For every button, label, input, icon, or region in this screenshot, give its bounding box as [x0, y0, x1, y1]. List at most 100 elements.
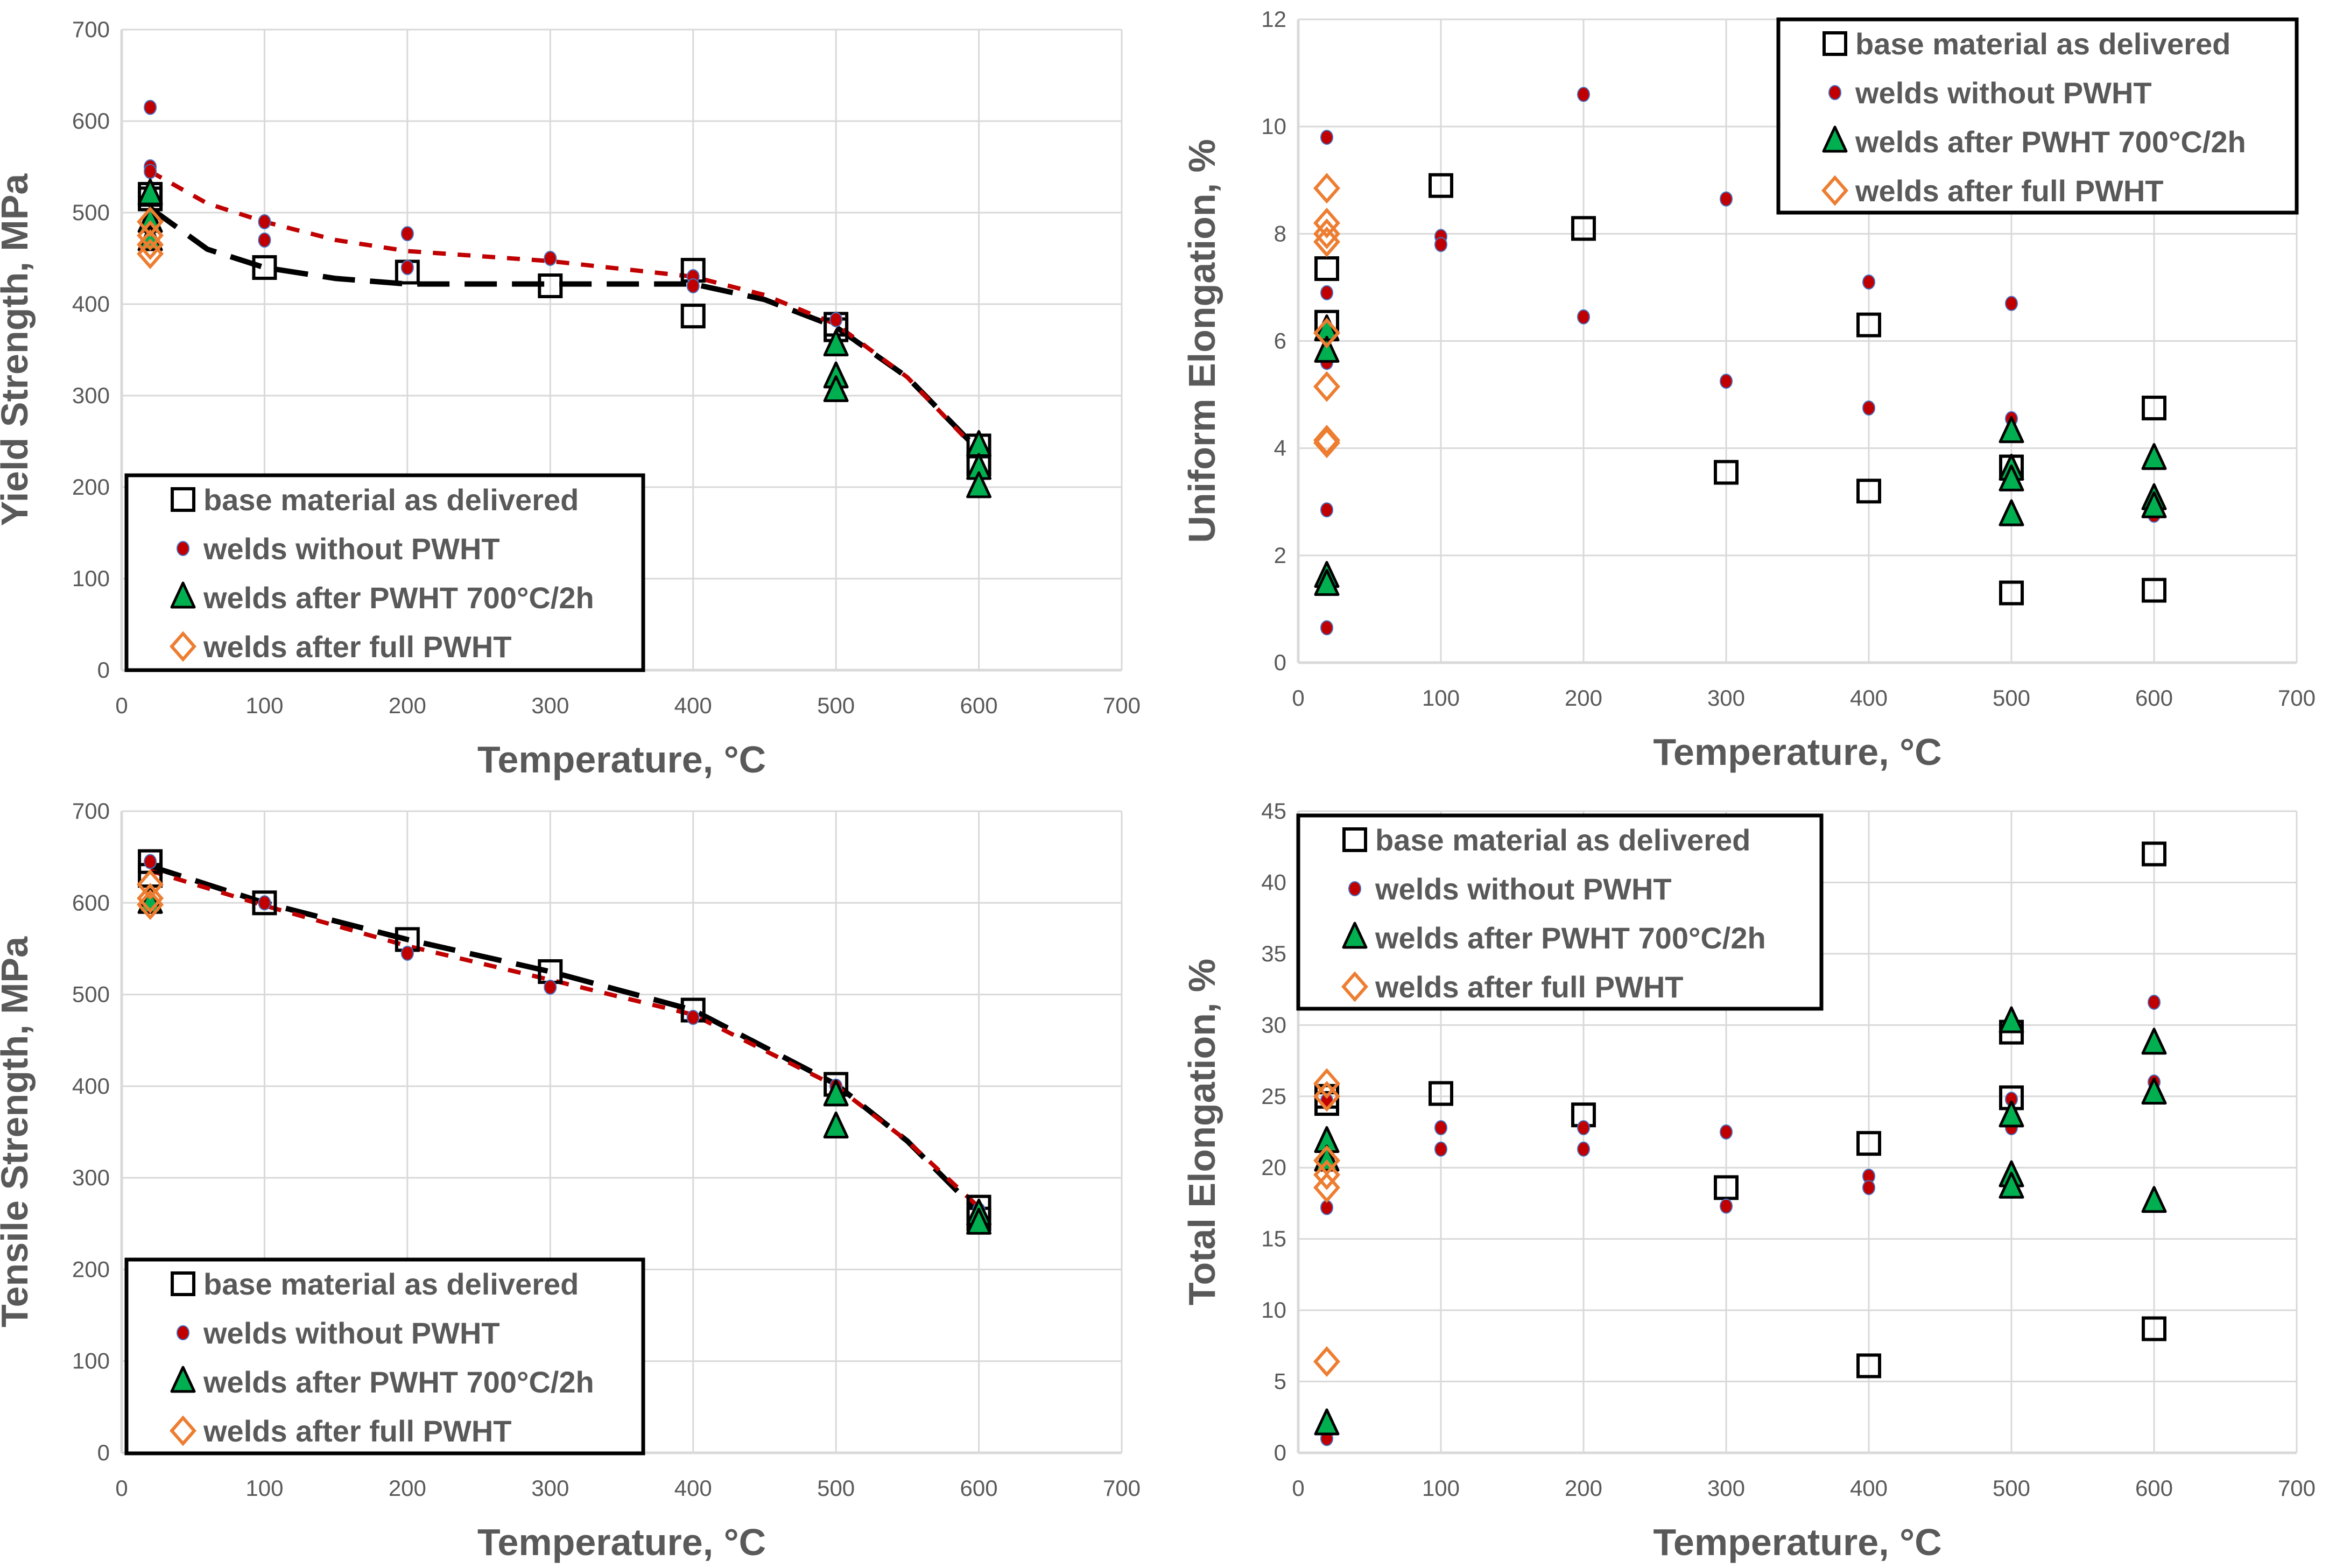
series-welds-full-pwht	[137, 206, 164, 270]
marker-welds-without-pwht	[2005, 296, 2018, 311]
marker-welds-full-pwht	[137, 889, 164, 920]
x-tick-label: 200	[1565, 685, 1602, 711]
x-tick-label: 100	[1422, 685, 1460, 711]
marker-welds-pwht-700	[2141, 1186, 2167, 1213]
legend-marker-base-material-icon	[171, 487, 195, 512]
y-tick-label: 0	[1274, 1440, 1286, 1465]
marker-base-material	[1571, 216, 1596, 241]
marker-welds-pwht-700	[1999, 499, 2024, 526]
x-tick-label: 600	[960, 1475, 998, 1501]
marker-welds-full-pwht	[137, 883, 164, 914]
legend-label: base material as delivered	[1375, 823, 1750, 857]
y-tick-label: 5	[1274, 1369, 1286, 1394]
marker-base-material	[1429, 173, 1453, 198]
legend-box	[1296, 813, 1824, 1011]
marker-welds-without-pwht	[1434, 1120, 1447, 1136]
y-tick-label: 0	[97, 1440, 110, 1465]
legend-label: base material as delivered	[1855, 27, 2231, 61]
marker-welds-full-pwht	[1313, 1172, 1340, 1203]
marker-welds-without-pwht	[1434, 1141, 1447, 1157]
y-tick-label: 0	[97, 657, 110, 683]
x-tick-label: 500	[1993, 685, 2030, 711]
marker-welds-without-pwht	[400, 945, 414, 961]
y-axis-title: Uniform Elongation, %	[1181, 139, 1223, 543]
y-tick-label: 500	[72, 982, 110, 1007]
marker-base-material	[2142, 1316, 2166, 1341]
legend-marker-welds-full-pwht-icon	[1341, 971, 1368, 1002]
marker-welds-without-pwht	[258, 214, 271, 229]
legend-marker-welds-without-pwht-icon	[1828, 85, 1841, 100]
marker-base-material	[538, 273, 563, 298]
legend-marker-welds-full-pwht-icon	[170, 631, 196, 662]
marker-welds-pwht-700	[823, 375, 849, 402]
marker-welds-without-pwht	[686, 1010, 700, 1025]
x-tick-label: 600	[2135, 685, 2173, 711]
marker-welds-without-pwht	[1862, 1180, 1875, 1196]
legend-label: welds after PWHT 700°C/2h	[203, 1365, 594, 1399]
x-tick-label: 400	[1850, 685, 1888, 711]
marker-base-material	[1314, 256, 1339, 282]
marker-welds-pwht-700	[1314, 335, 1340, 363]
x-tick-label: 500	[1993, 1475, 2030, 1501]
y-tick-label: 2	[1274, 543, 1286, 568]
y-tick-label: 20	[1261, 1155, 1286, 1180]
marker-welds-full-pwht	[137, 220, 164, 251]
y-tick-label: 400	[72, 1073, 110, 1099]
legend-label: base material as delivered	[203, 1267, 579, 1301]
marker-welds-without-pwht	[686, 278, 700, 293]
y-axis-title: Yield Strength, MPa	[0, 173, 36, 526]
marker-base-material	[2142, 841, 2166, 867]
marker-welds-pwht-700	[2141, 1077, 2167, 1105]
marker-base-material	[1714, 1175, 1739, 1200]
legend-label: welds after PWHT 700°C/2h	[1375, 921, 1766, 955]
marker-welds-pwht-700	[823, 1111, 849, 1138]
trendline	[149, 868, 981, 1209]
marker-welds-full-pwht	[1313, 425, 1340, 456]
y-tick-label: 0	[1274, 650, 1286, 675]
trendline	[149, 206, 981, 453]
trendline	[149, 863, 981, 1215]
marker-welds-full-pwht	[1313, 173, 1340, 204]
x-tick-label: 300	[531, 693, 569, 718]
marker-welds-without-pwht	[1320, 130, 1333, 145]
legend-label: welds without PWHT	[203, 1316, 500, 1350]
x-tick-label: 300	[1707, 1475, 1745, 1501]
series-base-material	[1314, 173, 2166, 606]
uniform-elongation-chart: 0 2 4 6 8 10 12 0 100 200 300 400 500 600 700 Temperatu…	[1181, 6, 2316, 773]
legend: base material as delivered welds without …	[124, 473, 645, 672]
y-tick-label: 100	[72, 566, 110, 591]
marker-welds-without-pwht	[1577, 309, 1590, 325]
marker-welds-full-pwht	[137, 869, 164, 900]
x-tick-label: 0	[115, 1475, 128, 1501]
marker-welds-without-pwht	[1320, 502, 1333, 518]
marker-welds-without-pwht	[258, 233, 271, 248]
x-tick-label: 100	[245, 1475, 283, 1501]
marker-welds-pwht-700	[1999, 464, 2024, 491]
legend-label: welds without PWHT	[203, 532, 500, 566]
marker-welds-without-pwht	[544, 251, 557, 266]
legend: base material as delivered welds without …	[1776, 17, 2299, 215]
y-tick-label: 4	[1274, 435, 1286, 461]
legend-marker-welds-pwht-700-icon	[170, 1366, 196, 1393]
trendline	[149, 170, 981, 454]
y-tick-label: 10	[1261, 1297, 1286, 1323]
marker-welds-without-pwht	[400, 260, 414, 275]
marker-welds-without-pwht	[258, 895, 271, 911]
x-tick-label: 100	[245, 693, 283, 718]
y-tick-label: 300	[72, 383, 110, 408]
marker-welds-full-pwht	[1313, 207, 1340, 238]
marker-base-material	[252, 255, 277, 280]
legend-marker-welds-without-pwht-icon	[177, 541, 189, 556]
y-tick-label: 200	[72, 474, 110, 500]
marker-welds-without-pwht	[144, 164, 157, 179]
legend-box	[124, 473, 645, 672]
x-tick-label: 200	[1565, 1475, 1602, 1501]
y-tick-label: 700	[72, 798, 110, 824]
y-axis-title: Total Elongation, %	[1181, 959, 1223, 1305]
y-tick-label: 600	[72, 890, 110, 915]
x-axis-title: Temperature, °C	[1653, 1521, 1941, 1563]
x-tick-label: 500	[817, 693, 855, 718]
legend-marker-base-material-icon	[1823, 31, 1847, 56]
total-elongation-chart: 0 5 10 15 20 25 30 35 40 45 0 100 200 300 400 500 600 700…	[1181, 798, 2316, 1563]
legend-label: welds after full PWHT	[203, 630, 512, 664]
